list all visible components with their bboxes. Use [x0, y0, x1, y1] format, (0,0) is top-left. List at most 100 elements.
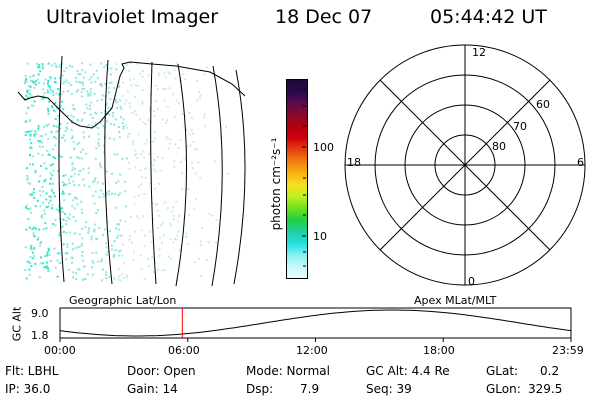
emission-dot [70, 93, 73, 96]
emission-dot [161, 222, 164, 225]
emission-dot [152, 140, 155, 143]
emission-dot [91, 252, 94, 255]
emission-dot [163, 99, 166, 102]
emission-dot [34, 130, 37, 133]
glat-value: 0.2 [540, 364, 560, 378]
emission-dot [28, 163, 31, 165]
emission-dot [37, 152, 40, 155]
mlt-label-0: 0 [468, 275, 475, 288]
emission-dot [121, 95, 124, 98]
emission-dot [206, 66, 209, 69]
emission-dot [49, 260, 52, 262]
emission-dot [39, 262, 42, 265]
emission-dot [157, 214, 160, 217]
emission-dot [81, 87, 84, 90]
emission-dot [116, 101, 119, 104]
emission-dot [67, 81, 70, 84]
emission-dot [117, 228, 120, 231]
emission-dot [72, 271, 75, 274]
emission-dot [75, 278, 78, 281]
emission-dot [106, 191, 109, 194]
emission-dot [48, 254, 51, 256]
emission-dot [50, 64, 53, 67]
emission-dot [161, 118, 164, 121]
emission-dot [64, 129, 67, 132]
emission-dot [111, 172, 113, 175]
emission-dot [100, 166, 103, 169]
emission-dot [42, 201, 45, 204]
emission-dot [134, 84, 137, 87]
emission-dot [54, 117, 57, 120]
emission-dot [24, 246, 27, 249]
emission-dot [138, 118, 141, 121]
emission-dot [28, 89, 31, 92]
emission-dot [81, 254, 84, 257]
emission-dot [81, 211, 84, 214]
emission-dot [64, 223, 67, 226]
emission-dot [53, 136, 56, 139]
emission-dot [49, 89, 52, 92]
emission-dot [121, 122, 124, 125]
emission-dot [117, 180, 120, 183]
emission-dot [87, 94, 90, 97]
emission-dot [39, 194, 42, 197]
emission-dot [80, 91, 83, 94]
emission-dot [27, 85, 30, 87]
mlat-label-80: 80 [492, 140, 506, 153]
emission-dot [25, 112, 28, 115]
emission-dot [67, 268, 70, 271]
emission-dot [33, 86, 36, 89]
emission-dot [97, 260, 100, 263]
emission-dot [108, 193, 111, 196]
emission-dot [51, 174, 54, 177]
emission-dot [142, 121, 145, 124]
emission-dot [114, 249, 117, 252]
emission-dot [105, 64, 108, 67]
emission-dot [55, 92, 58, 95]
emission-dot [52, 191, 55, 194]
emission-dot [25, 167, 28, 170]
emission-dot [108, 275, 111, 278]
emission-dot [27, 96, 30, 99]
emission-dot [102, 195, 105, 198]
emission-dot [93, 202, 96, 205]
emission-dot [59, 210, 62, 213]
emission-dot [82, 178, 85, 181]
emission-dot [133, 251, 136, 254]
emission-dot [119, 99, 121, 102]
emission-dot [51, 105, 53, 108]
emission-dot [170, 210, 173, 213]
emission-dot [141, 229, 144, 232]
emission-dot [36, 238, 39, 241]
emission-dot [42, 262, 45, 265]
emission-dot [149, 109, 151, 112]
emission-dot [95, 112, 98, 115]
emission-dot [34, 171, 37, 174]
emission-dot [35, 133, 38, 135]
emission-dot [77, 246, 80, 248]
emission-dot [71, 261, 73, 264]
emission-dot [163, 72, 166, 75]
emission-dot [157, 72, 160, 75]
emission-dot [87, 232, 90, 235]
emission-dot [41, 141, 44, 144]
emission-dot [118, 85, 121, 88]
emission-dot [90, 235, 93, 238]
emission-dot [98, 196, 101, 198]
emission-dot [162, 234, 165, 237]
emission-dot [119, 192, 122, 195]
emission-dot [126, 90, 129, 93]
emission-dot [172, 215, 175, 217]
emission-dot [24, 80, 27, 83]
emission-dot [33, 100, 36, 103]
emission-dot [182, 218, 185, 221]
emission-dot [126, 136, 129, 139]
emission-dot [117, 278, 120, 281]
emission-dot [54, 224, 57, 227]
emission-dot [73, 232, 76, 235]
emission-dot [144, 167, 147, 170]
emission-dot [54, 102, 57, 104]
emission-dot [78, 141, 81, 144]
altitude-ylabel: GC Alt [10, 306, 24, 342]
emission-dot [32, 255, 35, 258]
